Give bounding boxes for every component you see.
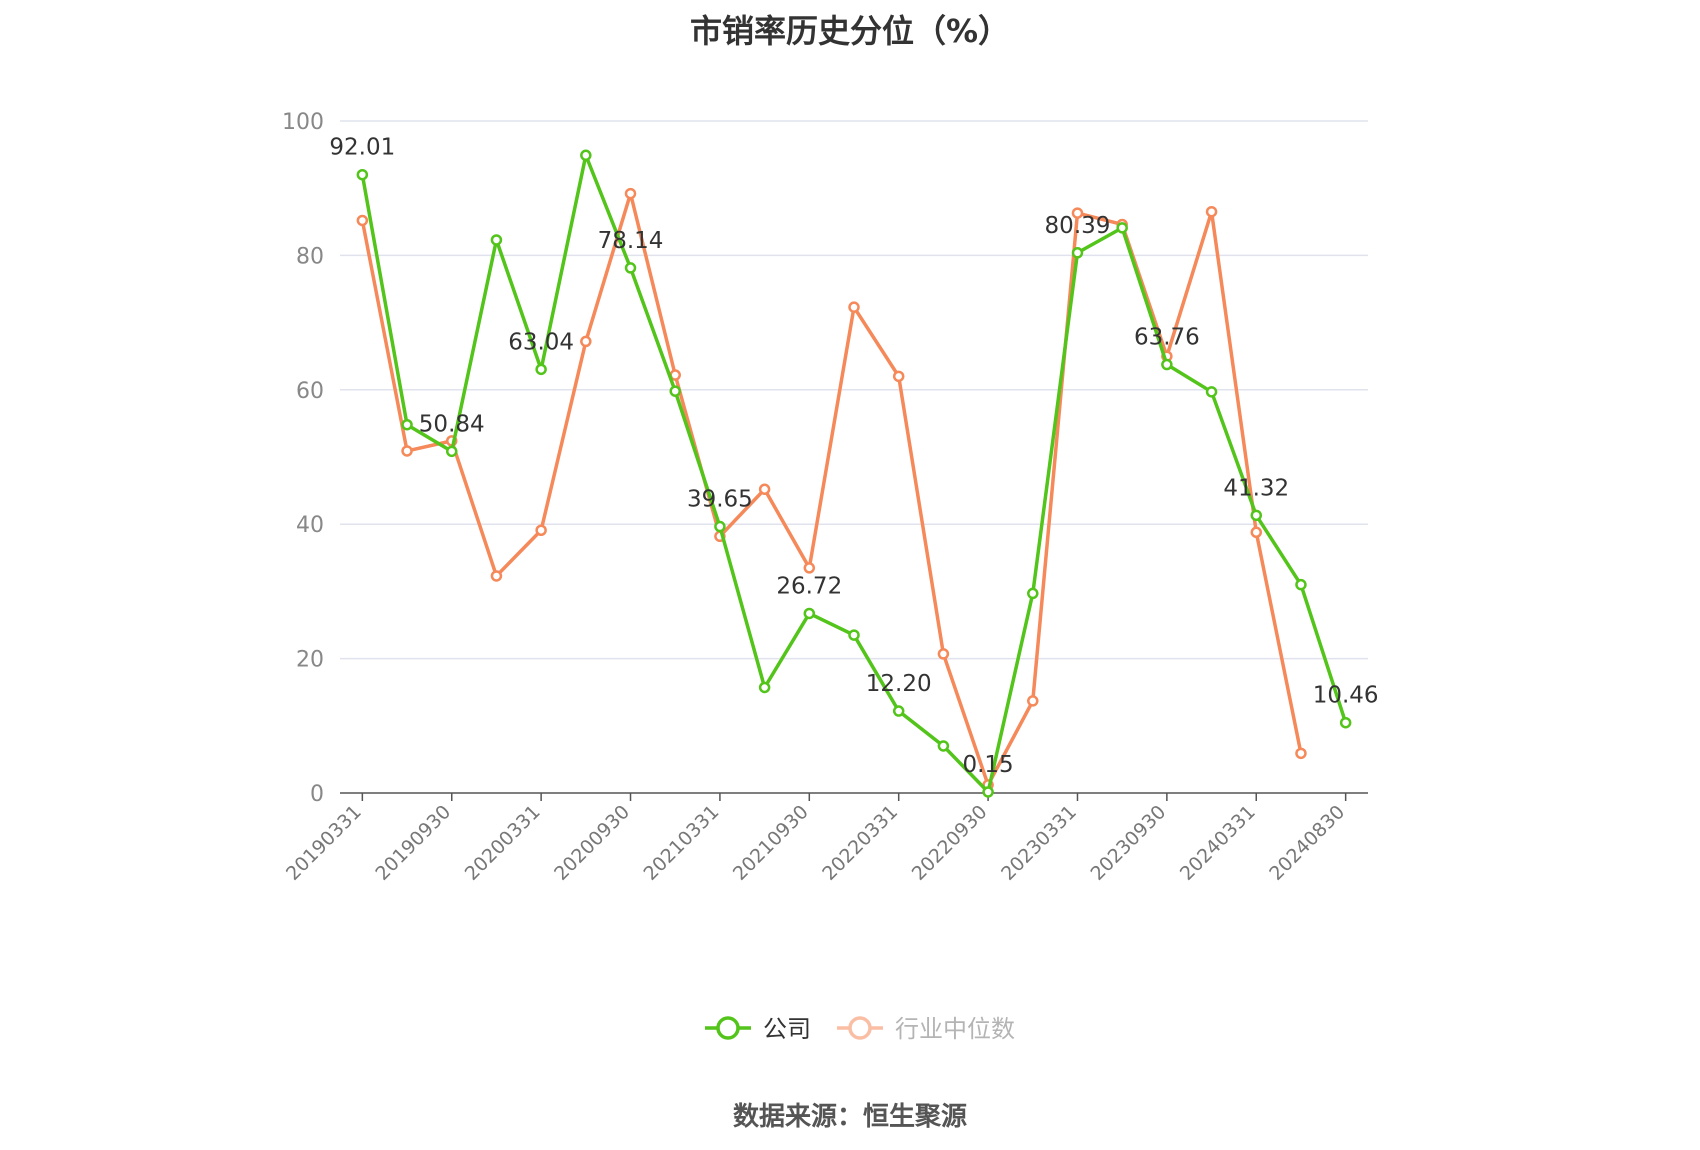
- chart-title: 市销率历史分位（%）: [689, 12, 1011, 50]
- data-label: 12.20: [866, 671, 932, 697]
- y-tick-label: 80: [296, 244, 324, 269]
- series-line: [360, 191, 1303, 787]
- data-point: [490, 234, 503, 246]
- data-point: [758, 483, 771, 496]
- x-tick-label: 20220930: [908, 801, 992, 885]
- x-tick-label: 20210930: [729, 801, 813, 885]
- data-point: [356, 214, 369, 227]
- data-label: 78.14: [598, 228, 664, 254]
- legend-item[interactable]: 公司: [705, 1015, 811, 1043]
- data-label: 63.76: [1134, 325, 1200, 351]
- data-point: [624, 262, 637, 274]
- data-point: [356, 168, 369, 181]
- y-tick-label: 0: [310, 782, 324, 807]
- data-label: 0.15: [962, 752, 1013, 778]
- data-point: [1339, 716, 1352, 729]
- data-point: [848, 629, 860, 641]
- x-tick-label: 20240830: [1265, 801, 1349, 885]
- data-point: [1071, 247, 1084, 259]
- x-tick-label: 20190930: [371, 801, 455, 885]
- data-label: 80.39: [1045, 213, 1111, 239]
- y-tick-label: 20: [296, 648, 324, 673]
- legend-label: 行业中位数: [895, 1015, 1015, 1043]
- data-label: 50.84: [419, 411, 485, 437]
- legend-marker: [716, 1016, 740, 1040]
- x-tick-label: 20230930: [1086, 801, 1170, 885]
- data-point: [803, 607, 816, 620]
- x-tick-label: 20240331: [1176, 801, 1260, 885]
- data-point: [490, 570, 503, 582]
- data-point: [535, 524, 547, 536]
- data-point: [758, 681, 771, 694]
- data-point: [445, 445, 458, 458]
- data-point: [937, 740, 950, 752]
- source-note: 数据来源：恒生聚源: [732, 1102, 967, 1132]
- data-label: 10.46: [1313, 683, 1379, 709]
- data-point: [535, 363, 547, 376]
- x-tick-label: 20220331: [818, 801, 902, 885]
- data-label: 39.65: [687, 487, 753, 513]
- data-point: [1116, 222, 1128, 234]
- data-point: [1027, 587, 1039, 600]
- data-point: [1295, 578, 1307, 591]
- data-point: [624, 187, 637, 200]
- grid-lines: [340, 120, 1368, 660]
- data-point: [580, 335, 592, 348]
- data-point: [982, 786, 994, 798]
- data-point: [401, 445, 413, 457]
- data-point: [1027, 695, 1039, 707]
- x-axis-ticks: 20190331 20190930 20200331 20200930 20210331…: [282, 793, 1349, 885]
- y-tick-label: 40: [296, 513, 324, 538]
- data-point: [1250, 509, 1263, 522]
- legend-item[interactable]: 行业中位数: [837, 1015, 1015, 1043]
- x-tick-label: 20230331: [997, 801, 1081, 885]
- x-tick-label: 20200331: [461, 801, 545, 885]
- data-label: 26.72: [776, 573, 842, 599]
- data-point: [714, 520, 726, 533]
- x-tick-label: 20200930: [550, 801, 634, 885]
- data-point: [1205, 205, 1218, 218]
- data-point: [1161, 358, 1173, 371]
- y-tick-label: 60: [296, 379, 324, 404]
- x-tick-label: 20210331: [640, 801, 724, 885]
- data-point: [1250, 526, 1263, 539]
- data-point: [669, 385, 681, 397]
- data-point: [892, 705, 905, 717]
- data-point: [892, 370, 905, 383]
- data-label: 92.01: [329, 135, 395, 161]
- data-point: [937, 648, 950, 660]
- data-point: [848, 301, 860, 313]
- data-point: [1205, 386, 1218, 398]
- x-tick-label: 20190331: [282, 801, 366, 885]
- data-point: [401, 418, 413, 431]
- series-lines: [356, 149, 1352, 798]
- data-point: [580, 149, 592, 162]
- y-axis-ticks: 0 20 40 60 80 100: [282, 110, 324, 807]
- legend-marker: [848, 1016, 872, 1040]
- data-labels: 92.01 50.84 63.04 78.14 39.65 26.72 12.20 0.15 8…: [329, 135, 1378, 778]
- y-tick-label: 100: [282, 110, 324, 135]
- data-point: [1295, 747, 1307, 760]
- data-point: [803, 562, 816, 574]
- data-label: 63.04: [508, 329, 574, 355]
- legend[interactable]: 公司 行业中位数: [705, 1015, 1015, 1043]
- data-label: 41.32: [1223, 475, 1289, 501]
- data-point: [1071, 207, 1084, 219]
- legend-label: 公司: [763, 1015, 811, 1043]
